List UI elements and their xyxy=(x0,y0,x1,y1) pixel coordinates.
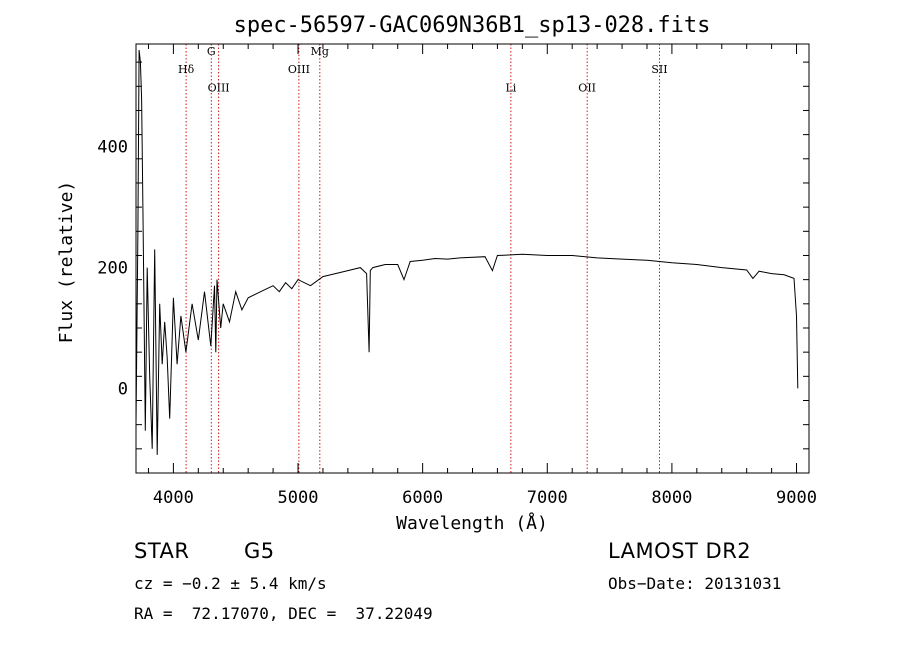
y-axis: 0 200 400 xyxy=(97,61,809,450)
x-tick-label: 5000 xyxy=(278,488,319,508)
redshift-velocity: cz = −0.2 ± 5.4 km/s xyxy=(134,574,327,593)
y-axis-label: Flux (relative) xyxy=(56,181,77,344)
plot-frame xyxy=(135,43,810,474)
chart-title: spec-56597-GAC069N36B1_sp13-028.fits xyxy=(234,13,711,38)
marker-label-5: Li xyxy=(505,82,516,95)
marker-label-0: Hδ xyxy=(178,63,195,76)
x-tick-label: 4000 xyxy=(153,488,194,508)
x-tick-label: 9000 xyxy=(776,488,817,508)
coordinates: RA = 72.17070, DEC = 37.22049 xyxy=(134,604,433,623)
y-tick-label: 400 xyxy=(97,138,128,158)
y-tick-label: 0 xyxy=(118,379,128,399)
marker-label-6: OII xyxy=(578,82,596,95)
x-axis-label: Wavelength (Å) xyxy=(396,512,548,534)
observation-date: Obs−Date: 20131031 xyxy=(608,574,782,593)
y-tick-label: 200 xyxy=(97,259,128,279)
x-axis: 4000 5000 6000 7000 8000 9000 xyxy=(147,44,817,508)
marker-label-3: OIII xyxy=(288,63,310,76)
x-tick-label: 7000 xyxy=(527,488,568,508)
spectrum-line-0 xyxy=(135,49,799,455)
spectrum-layer xyxy=(135,49,799,455)
marker-label-4: Mg xyxy=(311,45,329,58)
subclass: G5 xyxy=(244,539,275,563)
x-tick-label: 6000 xyxy=(402,488,443,508)
marker-label-7: SII xyxy=(651,63,667,76)
x-tick-label: 8000 xyxy=(651,488,692,508)
marker-label-2: OIII xyxy=(208,82,230,95)
marker-label-1: G xyxy=(207,45,216,58)
survey-name: LAMOST DR2 xyxy=(608,539,752,563)
object-type: STAR xyxy=(134,539,190,563)
